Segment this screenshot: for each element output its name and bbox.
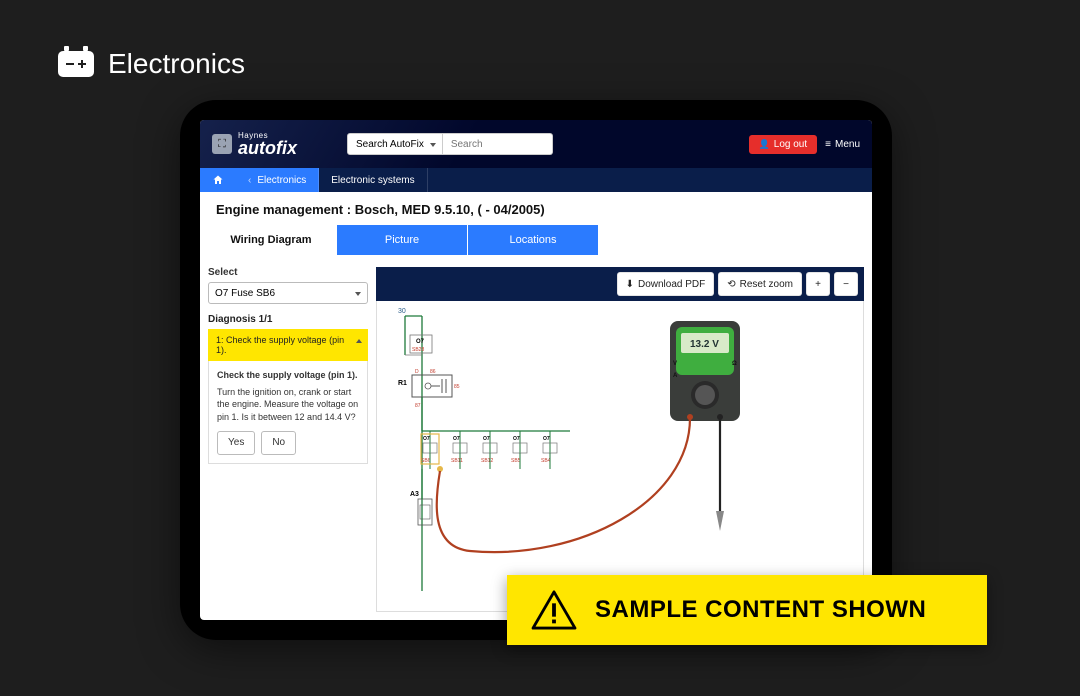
download-pdf-button[interactable]: ⬇ Download PDF [617,272,715,296]
battery-icon [58,51,94,77]
svg-text:86: 86 [430,369,436,375]
diagram-svg: 30 O7 SB28 R1 [377,301,863,611]
breadcrumb-back[interactable]: ‹ Electronics [236,168,319,192]
search-scope-dropdown[interactable]: Search AutoFix [347,133,443,155]
svg-text:O7: O7 [513,436,520,442]
sample-content-banner: SAMPLE CONTENT SHOWN [507,575,987,645]
logo-bottom-text: autofix [238,140,297,156]
svg-text:30: 30 [398,308,406,315]
menu-label: Menu [835,139,860,150]
diagnosis-heading: Diagnosis 1/1 [208,314,368,325]
breadcrumb-back-label: Electronics [257,175,306,186]
menu-button[interactable]: ≡ Menu [825,139,860,150]
yes-button[interactable]: Yes [217,431,255,455]
svg-text:SB5: SB5 [511,458,521,464]
tablet-frame: ⛶ Haynes autofix Search AutoFix 👤 Log ou… [180,100,892,640]
search-scope-value: Search AutoFix [356,139,424,150]
logout-button[interactable]: 👤 Log out [749,135,818,154]
diagnosis-step-body: Check the supply voltage (pin 1). Turn t… [208,361,368,464]
diagram-pane: ⬇ Download PDF ⟲ Reset zoom + − 30 [376,267,864,612]
svg-text:85: 85 [454,384,460,390]
zoom-in-button[interactable]: + [806,272,830,296]
sample-banner-label: SAMPLE CONTENT SHOWN [595,596,926,624]
breadcrumb-current-label: Electronic systems [331,175,414,186]
search-input[interactable] [443,133,553,155]
svg-text:O7: O7 [543,436,550,442]
tab-picture[interactable]: Picture [337,225,467,255]
svg-text:V: V [673,361,677,367]
page-title: Engine management : Bosch, MED 9.5.10, (… [200,192,872,225]
content-body: Select O7 Fuse SB6 Diagnosis 1/1 1: Chec… [200,263,872,620]
tab-bar: Wiring Diagram Picture Locations [200,225,872,255]
svg-text:87: 87 [415,403,421,409]
logout-icon: 👤 [759,139,770,150]
chevron-left-icon: ‹ [248,175,251,186]
reset-label: Reset zoom [740,279,793,290]
svg-text:O7: O7 [483,436,490,442]
app-logo[interactable]: ⛶ Haynes autofix [212,132,297,155]
breadcrumb-home[interactable] [200,168,236,192]
app-screen: ⛶ Haynes autofix Search AutoFix 👤 Log ou… [200,120,872,620]
svg-text:Ω: Ω [732,361,737,367]
category-title: Electronics [108,48,245,80]
svg-text:SB28: SB28 [412,347,424,353]
diagnosis-body-heading: Check the supply voltage (pin 1). [217,369,359,382]
left-panel: Select O7 Fuse SB6 Diagnosis 1/1 1: Chec… [208,267,376,612]
breadcrumb-current[interactable]: Electronic systems [319,168,427,192]
category-header: Electronics [58,48,245,80]
warning-icon [531,590,577,630]
no-button[interactable]: No [261,431,296,455]
breadcrumb-bar: ‹ Electronics Electronic systems [200,168,872,192]
diagnosis-step-header[interactable]: 1: Check the supply voltage (pin 1). [208,329,368,361]
diagram-toolbar: ⬇ Download PDF ⟲ Reset zoom + − [376,267,864,301]
svg-text:SB6: SB6 [421,458,431,464]
svg-text:13.2 V: 13.2 V [690,339,719,350]
svg-text:A3: A3 [410,491,419,498]
select-label: Select [208,267,368,278]
component-select[interactable]: O7 Fuse SB6 [208,282,368,304]
svg-text:SB12: SB12 [481,458,493,464]
svg-text:SB4: SB4 [541,458,551,464]
tab-locations[interactable]: Locations [468,225,598,255]
svg-text:R1: R1 [398,380,407,387]
svg-text:O7: O7 [416,339,425,345]
component-select-value: O7 Fuse SB6 [215,288,275,299]
diagnosis-body-text: Turn the ignition on, crank or start the… [217,387,358,422]
svg-text:A: A [673,373,678,379]
logo-mark-icon: ⛶ [212,134,232,154]
hamburger-icon: ≡ [825,139,831,150]
download-label: Download PDF [638,279,705,290]
logout-label: Log out [774,139,807,150]
reset-icon: ⟲ [727,279,735,290]
svg-text:D: D [415,369,419,375]
reset-zoom-button[interactable]: ⟲ Reset zoom [718,272,802,296]
download-icon: ⬇ [626,279,634,290]
search-group: Search AutoFix [347,133,553,155]
svg-text:O7: O7 [423,436,430,442]
wiring-diagram[interactable]: 30 O7 SB28 R1 [376,301,864,612]
tab-wiring-diagram[interactable]: Wiring Diagram [206,225,336,255]
zoom-out-button[interactable]: − [834,272,858,296]
svg-text:SB11: SB11 [451,458,463,464]
app-header: ⛶ Haynes autofix Search AutoFix 👤 Log ou… [200,120,872,168]
home-icon [212,174,224,186]
svg-text:O7: O7 [453,436,460,442]
